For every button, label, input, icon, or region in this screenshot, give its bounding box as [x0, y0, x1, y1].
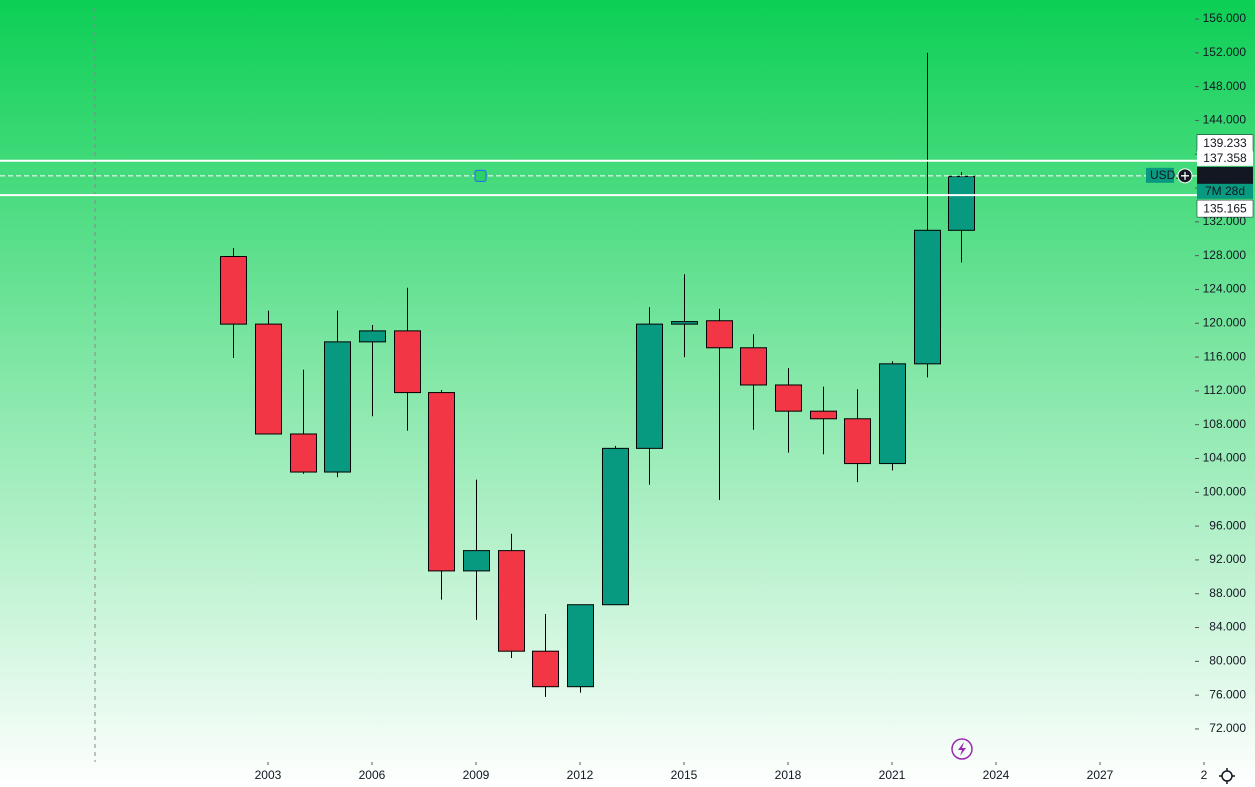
candle-body	[635, 323, 664, 449]
x-tick-label: 2021	[879, 768, 906, 782]
y-tick-label: 92.000	[1209, 552, 1246, 566]
candle-body	[705, 320, 734, 349]
last-price-box	[1197, 166, 1253, 185]
candle-body	[393, 330, 422, 394]
y-tick-label: 100.000	[1203, 484, 1247, 498]
symbol-label: USD.	[1150, 168, 1179, 182]
level-label-box	[1196, 199, 1254, 218]
y-tick-label: 120.000	[1203, 315, 1247, 329]
countdown: 7M 28d	[1205, 184, 1245, 198]
x-tick-label: 2015	[671, 768, 698, 782]
icon-circle	[951, 738, 973, 760]
candle-body	[358, 330, 387, 343]
last-price-label: 137.446	[1203, 168, 1247, 182]
y-tick-label: 80.000	[1209, 654, 1246, 668]
line-handle[interactable]	[474, 169, 487, 182]
candle-body	[289, 433, 318, 473]
y-tick-label: 144.000	[1203, 113, 1247, 127]
candle-body	[670, 321, 699, 325]
y-tick-label: 128.000	[1203, 248, 1247, 262]
candle-body	[254, 323, 283, 435]
x-tick-label: 2	[1201, 768, 1208, 782]
candle-body	[739, 347, 768, 386]
y-tick-label: 76.000	[1209, 687, 1246, 701]
candle-body	[531, 650, 560, 688]
x-tick-label: 2006	[359, 768, 386, 782]
x-tick-label: 2027	[1087, 768, 1114, 782]
y-tick-label: 156.000	[1203, 11, 1247, 25]
y-tick-label: 116.000	[1204, 349, 1247, 363]
y-tick-label: 84.000	[1209, 620, 1246, 634]
add-icon	[1181, 171, 1189, 180]
gear-teeth	[1219, 768, 1235, 784]
lightning-icon[interactable]	[951, 738, 973, 760]
y-tick-label: 112.000	[1204, 383, 1247, 397]
close-label-box	[1197, 150, 1253, 166]
x-tick-label: 2003	[255, 768, 282, 782]
y-tick-label: 132.000	[1203, 214, 1247, 228]
close-label: 137.358	[1203, 151, 1247, 165]
level-label: 135.165	[1203, 201, 1247, 215]
candle-body	[219, 256, 248, 325]
y-tick-label: 152.000	[1203, 45, 1247, 59]
candle-body	[566, 604, 595, 688]
candle-body	[427, 392, 456, 572]
candle-body	[497, 550, 526, 652]
y-tick-label: 104.000	[1203, 451, 1247, 465]
x-tick-label: 2009	[463, 768, 490, 782]
candle-body	[601, 447, 630, 606]
x-tick-label: 2012	[567, 768, 594, 782]
candle-body	[809, 410, 838, 420]
candle-body	[774, 384, 803, 412]
x-tick-label: 2024	[983, 768, 1010, 782]
y-tick-label: 88.000	[1209, 586, 1246, 600]
y-tick-label: 96.000	[1209, 518, 1246, 532]
level-label: 139.233	[1203, 136, 1247, 150]
symbol-box	[1146, 167, 1174, 183]
plot-area: 72.000 76.000 80.000 84.000 88.000 92.000 96.0…	[0, 11, 1254, 782]
candle-body	[843, 418, 872, 465]
candle-body	[947, 176, 976, 231]
settings-icon[interactable]	[1219, 768, 1235, 784]
y-tick-label: 72.000	[1209, 721, 1246, 735]
candle-body	[878, 363, 907, 465]
y-tick-label: 148.000	[1203, 79, 1247, 93]
y-tick-label: 124.000	[1203, 282, 1247, 296]
y-tick-label: 108.000	[1203, 417, 1247, 431]
candle-body	[323, 341, 352, 473]
countdown-box	[1197, 183, 1253, 199]
candle-body	[913, 229, 942, 365]
x-tick-label: 2018	[775, 768, 802, 782]
candle-body	[462, 550, 491, 572]
icon-bolt	[958, 742, 966, 756]
